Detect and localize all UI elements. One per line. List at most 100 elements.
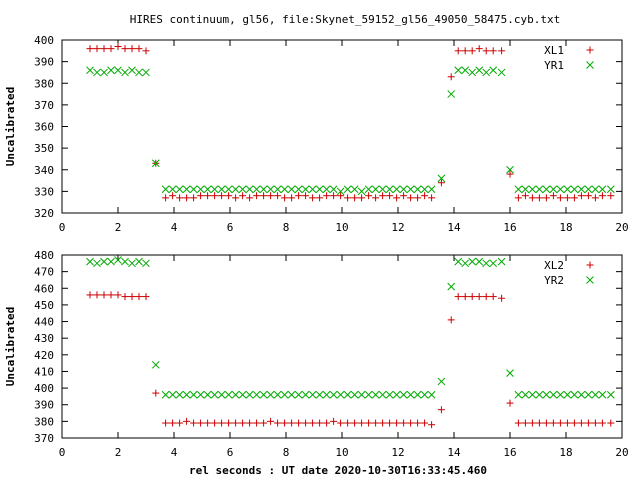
data-point xyxy=(406,390,415,399)
data-point xyxy=(231,185,240,194)
series-xl1 xyxy=(86,42,615,202)
data-point xyxy=(211,192,219,200)
data-point xyxy=(489,259,498,268)
data-point xyxy=(190,419,198,427)
x-tick-label: 8 xyxy=(283,446,290,459)
data-point xyxy=(259,185,268,194)
x-tick-label: 10 xyxy=(335,446,348,459)
data-point xyxy=(454,257,463,266)
y-tick-label: 400 xyxy=(34,34,54,47)
data-point xyxy=(189,390,198,399)
data-point xyxy=(577,185,586,194)
data-point xyxy=(302,192,310,200)
data-point xyxy=(343,390,352,399)
data-point xyxy=(217,390,226,399)
data-point xyxy=(294,185,303,194)
data-point xyxy=(378,390,387,399)
data-point xyxy=(358,419,366,427)
data-point xyxy=(323,419,331,427)
y-tick-label: 480 xyxy=(34,249,54,262)
data-point xyxy=(142,259,150,268)
data-point xyxy=(107,45,115,53)
data-point xyxy=(421,419,429,427)
data-point xyxy=(528,194,536,202)
data-point xyxy=(224,185,233,194)
data-point xyxy=(489,47,497,55)
data-point xyxy=(316,194,324,202)
data-point xyxy=(454,293,462,301)
y-tick-label: 380 xyxy=(34,415,54,428)
x-tick-label: 2 xyxy=(115,446,122,459)
data-point xyxy=(542,185,551,194)
data-point xyxy=(461,259,470,268)
data-point xyxy=(591,194,599,202)
data-point xyxy=(182,185,191,194)
legend-label: YR1 xyxy=(544,59,564,72)
data-point xyxy=(114,256,122,264)
data-point xyxy=(591,390,600,399)
legend-label: XL2 xyxy=(544,259,564,272)
data-point xyxy=(542,390,551,399)
data-point xyxy=(238,390,247,399)
data-point xyxy=(365,192,373,200)
data-point xyxy=(379,192,387,200)
data-point xyxy=(336,390,345,399)
data-point xyxy=(100,45,108,53)
data-point xyxy=(273,390,282,399)
data-point xyxy=(135,257,143,266)
data-point xyxy=(549,185,558,194)
data-point xyxy=(350,390,359,399)
data-point xyxy=(210,185,219,194)
data-point xyxy=(577,390,586,399)
data-point xyxy=(364,185,373,194)
data-point xyxy=(598,390,607,399)
data-point xyxy=(175,390,184,399)
data-point xyxy=(128,66,136,75)
data-point xyxy=(128,259,136,268)
data-point xyxy=(100,68,108,77)
data-point xyxy=(287,390,296,399)
x-tick-label: 2 xyxy=(115,221,122,234)
y-tick-label: 370 xyxy=(34,432,54,445)
data-point xyxy=(421,192,429,200)
data-point xyxy=(86,45,94,53)
data-point xyxy=(323,192,331,200)
x-tick-label: 12 xyxy=(391,221,404,234)
data-point xyxy=(371,390,380,399)
data-point xyxy=(245,185,254,194)
data-point xyxy=(231,390,240,399)
x-tick-label: 16 xyxy=(503,446,516,459)
data-point xyxy=(330,417,338,425)
data-point xyxy=(301,185,310,194)
data-point xyxy=(535,419,543,427)
data-point xyxy=(274,419,282,427)
data-point xyxy=(577,192,585,200)
data-point xyxy=(447,90,456,98)
data-point xyxy=(162,419,170,427)
data-point xyxy=(497,68,506,77)
data-point xyxy=(542,419,550,427)
legend-label: XL1 xyxy=(544,44,564,57)
data-point xyxy=(535,194,543,202)
x-tick-label: 4 xyxy=(171,221,178,234)
chart-title: HIRES continuum, gl56, file:Skynet_59152… xyxy=(130,13,560,26)
data-point xyxy=(266,390,275,399)
data-point xyxy=(475,45,483,53)
data-point xyxy=(100,257,108,266)
data-point xyxy=(189,185,198,194)
data-point xyxy=(260,419,268,427)
data-point xyxy=(309,194,317,202)
data-point xyxy=(107,291,115,299)
series-yr2 xyxy=(86,256,615,399)
data-point xyxy=(514,194,522,202)
data-point xyxy=(295,419,303,427)
data-point xyxy=(364,390,373,399)
y-tick-label: 450 xyxy=(34,299,54,312)
data-point xyxy=(176,194,184,202)
x-tick-label: 0 xyxy=(59,446,66,459)
data-point xyxy=(128,45,136,53)
x-axis-label: rel seconds : UT date 2020-10-30T16:33:4… xyxy=(189,464,487,477)
plot-frame xyxy=(61,39,623,214)
data-point xyxy=(217,185,226,194)
data-point xyxy=(252,185,261,194)
